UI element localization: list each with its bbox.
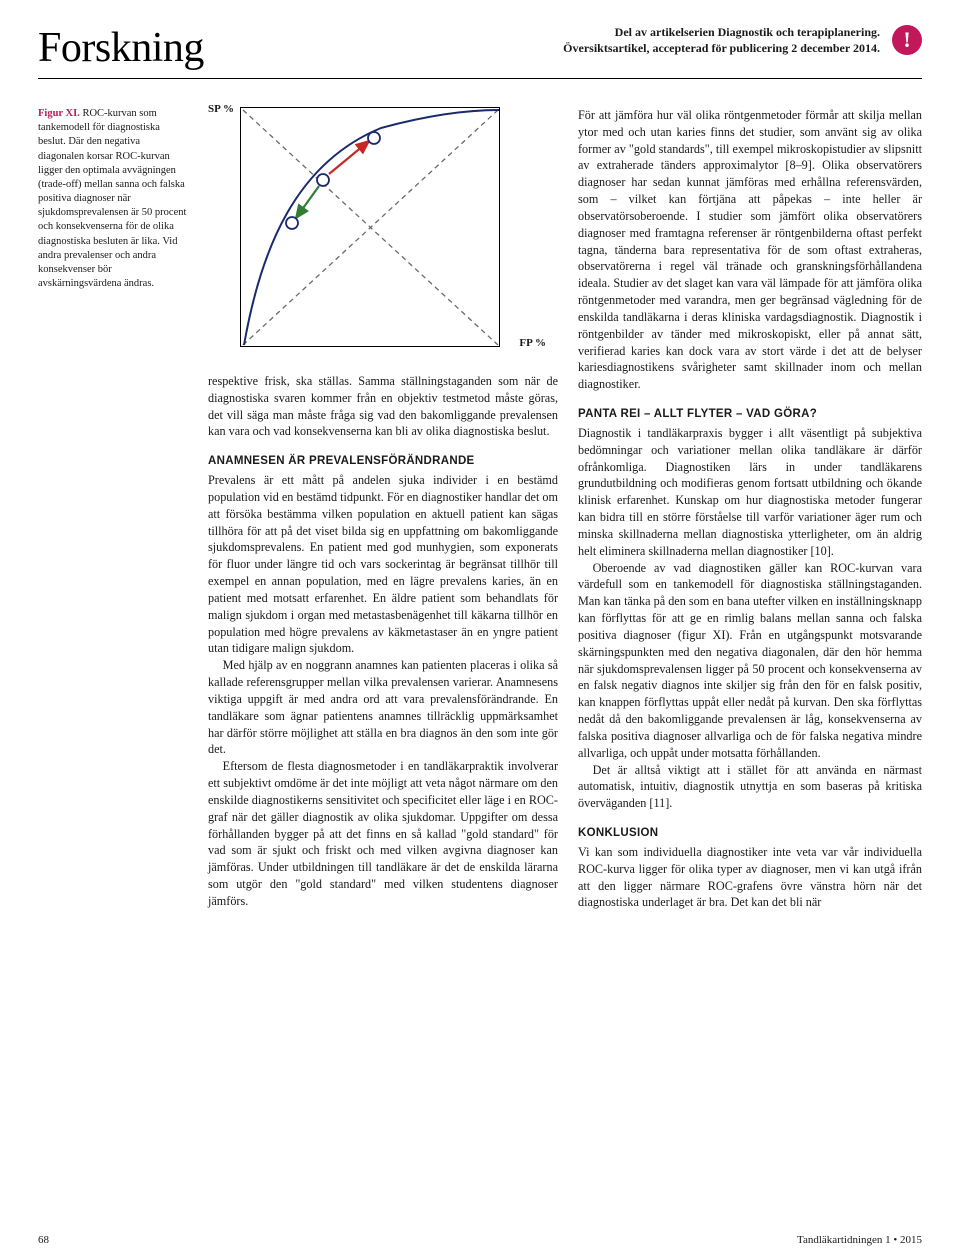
figure-caption-text: ROC-kurvan som tankemodell för diagnosti… — [38, 108, 186, 289]
subhead-anamnesen: ANAMNESEN ÄR PREVALENSFÖRÄNDRANDE — [208, 454, 558, 470]
roc-plot-box — [240, 107, 500, 347]
exclamation-badge-icon: ! — [892, 25, 922, 55]
middle-para-3: Med hjälp av en noggrann anamnes kan pat… — [208, 657, 558, 758]
middle-para-2: Prevalens är ett mått på andelen sjuka i… — [208, 472, 558, 657]
right-column: För att jämföra hur väl olika röntgenmet… — [578, 107, 922, 911]
subhead-panta-rei: PANTA REI – ALLT FLYTER – VAD GÖRA? — [578, 407, 922, 423]
journal-info: Tandläkartidningen 1 • 2015 — [797, 1234, 922, 1246]
right-para-1: För att jämföra hur väl olika röntgenmet… — [578, 107, 922, 393]
figure-label: Figur XI. — [38, 108, 80, 119]
section-title: Forskning — [38, 24, 204, 72]
header-right: Del av artikelserien Diagnostik och tera… — [563, 24, 922, 56]
content-columns: Figur XI. ROC-kurvan som tankemodell för… — [38, 107, 922, 911]
page-footer: 68 Tandläkartidningen 1 • 2015 — [38, 1230, 922, 1246]
subhead-konklusion: KONKLUSION — [578, 826, 922, 842]
page-header: Forskning Del av artikelserien Diagnosti… — [38, 24, 922, 79]
right-para-4: Det är alltså viktigt att i stället för … — [578, 762, 922, 812]
meta-line-2: Översiktsartikel, accepterad för publice… — [563, 40, 880, 56]
roc-svg — [241, 108, 501, 348]
right-para-2: Diagnostik i tandläkarpraxis bygger i al… — [578, 425, 922, 560]
meta-line-1: Del av artikelserien Diagnostik och tera… — [563, 24, 880, 40]
page-number: 68 — [38, 1234, 49, 1246]
header-meta: Del av artikelserien Diagnostik och tera… — [563, 24, 880, 56]
roc-x-axis-label: FP % — [519, 337, 546, 349]
right-para-5: Vi kan som individuella diagnostiker int… — [578, 844, 922, 911]
roc-figure: SP % FP % — [208, 107, 558, 347]
right-para-3: Oberoende av vad diagnostiken gäller kan… — [578, 560, 922, 762]
roc-y-axis-label: SP % — [208, 103, 234, 115]
middle-para-1: respektive frisk, ska ställas. Samma stä… — [208, 373, 558, 440]
middle-para-4: Eftersom de flesta diagnosmetoder i en t… — [208, 758, 558, 909]
figure-caption-sidebar: Figur XI. ROC-kurvan som tankemodell för… — [38, 107, 188, 911]
middle-body-text: respektive frisk, ska ställas. Samma stä… — [208, 373, 558, 910]
middle-column: SP % FP % respektive frisk, ska ställas.… — [208, 107, 558, 911]
